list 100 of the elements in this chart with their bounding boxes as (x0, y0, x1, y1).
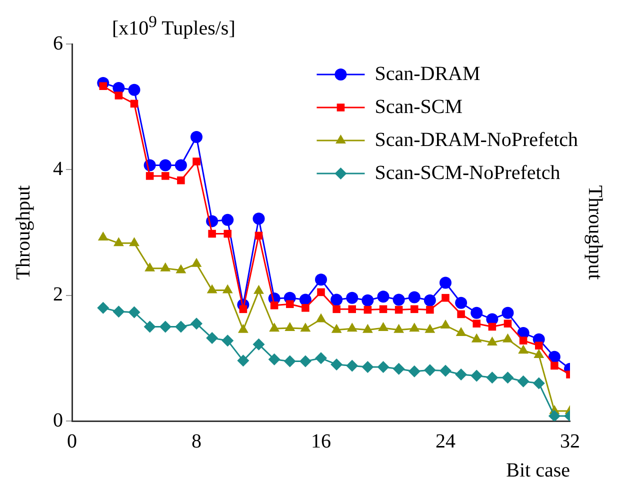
x-tick-label: 24 (436, 430, 456, 452)
point (284, 322, 296, 332)
point (284, 355, 296, 368)
point (315, 352, 327, 364)
point (346, 360, 358, 372)
point (518, 344, 529, 354)
point (222, 284, 233, 294)
point (348, 305, 356, 314)
point (237, 354, 250, 367)
point (534, 342, 543, 350)
point (409, 322, 420, 332)
point (346, 322, 358, 332)
x-tick-label: 32 (560, 430, 580, 452)
point (239, 305, 248, 314)
point (362, 294, 374, 306)
point (471, 333, 482, 342)
point (331, 324, 342, 333)
point (332, 305, 340, 314)
point (502, 333, 513, 342)
point (161, 172, 170, 180)
point (550, 362, 558, 370)
y-axis-title: Throughput (12, 184, 34, 280)
point (424, 364, 436, 376)
point (286, 300, 294, 308)
point (534, 349, 544, 358)
point (222, 214, 234, 226)
legend-label: Scan-SCM (374, 96, 463, 118)
text: [x10$^{9}$ Tuples/s] (112, 12, 236, 41)
point (330, 358, 343, 370)
point (392, 294, 405, 306)
point (362, 324, 373, 333)
point (317, 288, 325, 296)
point (440, 276, 452, 289)
point (113, 237, 124, 246)
point (470, 370, 483, 382)
point (254, 284, 264, 294)
point (440, 364, 452, 377)
x-tick-label: 8 (192, 430, 202, 452)
point (502, 306, 514, 319)
point (176, 264, 186, 274)
point (299, 355, 312, 368)
point (129, 237, 140, 246)
point (394, 306, 403, 314)
point (114, 92, 123, 100)
point (144, 320, 156, 333)
point (519, 336, 528, 344)
point (159, 320, 172, 333)
y-tick-label: 2 (53, 284, 63, 306)
y-tick-label: 0 (53, 409, 63, 432)
point (408, 291, 420, 304)
x-tick-label: 0 (67, 430, 77, 452)
point (472, 320, 481, 328)
point (424, 324, 436, 333)
point (222, 334, 234, 347)
point (269, 322, 280, 332)
y2-axis-title: Throughput (584, 185, 606, 280)
y-tick-label: 6 (53, 32, 63, 54)
point (532, 377, 545, 390)
point (377, 290, 390, 303)
point (112, 306, 125, 318)
legend-label: Scan-DRAM (374, 62, 480, 85)
point (486, 336, 498, 346)
point (408, 365, 420, 378)
point (502, 372, 514, 384)
point (160, 262, 171, 272)
point (191, 258, 202, 267)
point (457, 310, 465, 318)
point (488, 322, 496, 331)
point (548, 350, 560, 363)
point (190, 318, 202, 330)
point (392, 362, 405, 375)
point (377, 360, 390, 373)
point (159, 159, 172, 172)
point (270, 302, 278, 310)
point (378, 322, 388, 332)
point (254, 232, 263, 240)
point (504, 320, 512, 328)
point (146, 172, 154, 180)
point (315, 274, 327, 286)
point (300, 322, 311, 332)
point (470, 306, 483, 319)
point (128, 84, 140, 96)
point (192, 158, 200, 166)
legend-label: Scan-DRAM-NoPrefetch (374, 128, 578, 151)
point (486, 372, 498, 384)
point (379, 305, 388, 314)
point (302, 304, 310, 312)
point (174, 320, 187, 333)
point (455, 368, 468, 381)
point (330, 294, 343, 306)
point (130, 100, 138, 108)
point (252, 212, 265, 225)
point (362, 360, 374, 373)
point (548, 410, 560, 421)
point (97, 302, 110, 314)
point (517, 375, 530, 388)
point (252, 338, 265, 350)
x-axis-title: Bit case (506, 459, 570, 482)
x-tick-label: 16 (311, 430, 331, 452)
point (174, 159, 187, 172)
